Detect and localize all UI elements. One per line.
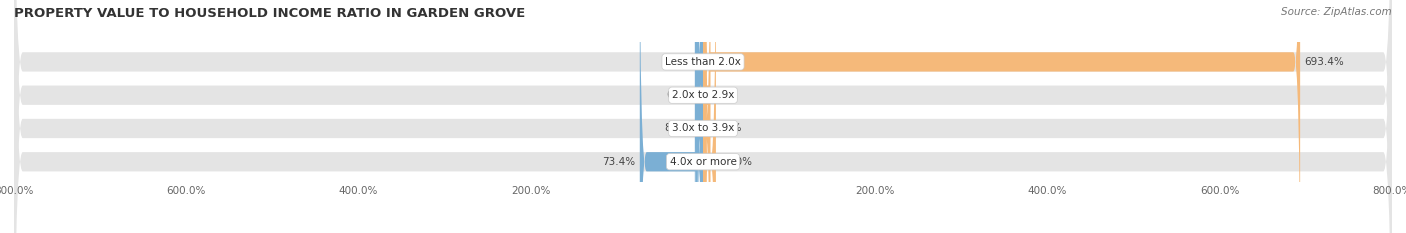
FancyBboxPatch shape (695, 0, 703, 233)
FancyBboxPatch shape (14, 0, 1392, 233)
FancyBboxPatch shape (700, 0, 710, 233)
Text: 73.4%: 73.4% (602, 157, 636, 167)
FancyBboxPatch shape (640, 0, 703, 233)
Text: 4.0x or more: 4.0x or more (669, 157, 737, 167)
Text: 3.0x to 3.9x: 3.0x to 3.9x (672, 123, 734, 134)
FancyBboxPatch shape (703, 0, 710, 233)
Text: 6.6%: 6.6% (666, 90, 693, 100)
Text: 9.5%: 9.5% (664, 57, 690, 67)
FancyBboxPatch shape (703, 0, 716, 233)
FancyBboxPatch shape (14, 0, 1392, 233)
Text: Source: ZipAtlas.com: Source: ZipAtlas.com (1281, 7, 1392, 17)
Text: 2.0x to 2.9x: 2.0x to 2.9x (672, 90, 734, 100)
FancyBboxPatch shape (696, 0, 703, 233)
FancyBboxPatch shape (696, 0, 704, 233)
Text: 693.4%: 693.4% (1305, 57, 1344, 67)
Text: 4.3%: 4.3% (711, 90, 738, 100)
Text: 15.0%: 15.0% (720, 157, 754, 167)
FancyBboxPatch shape (14, 0, 1392, 233)
Text: PROPERTY VALUE TO HOUSEHOLD INCOME RATIO IN GARDEN GROVE: PROPERTY VALUE TO HOUSEHOLD INCOME RATIO… (14, 7, 526, 20)
FancyBboxPatch shape (14, 0, 1392, 233)
FancyBboxPatch shape (703, 0, 1301, 233)
Text: Less than 2.0x: Less than 2.0x (665, 57, 741, 67)
Text: 8.7%: 8.7% (665, 123, 692, 134)
Text: 8.7%: 8.7% (714, 123, 741, 134)
